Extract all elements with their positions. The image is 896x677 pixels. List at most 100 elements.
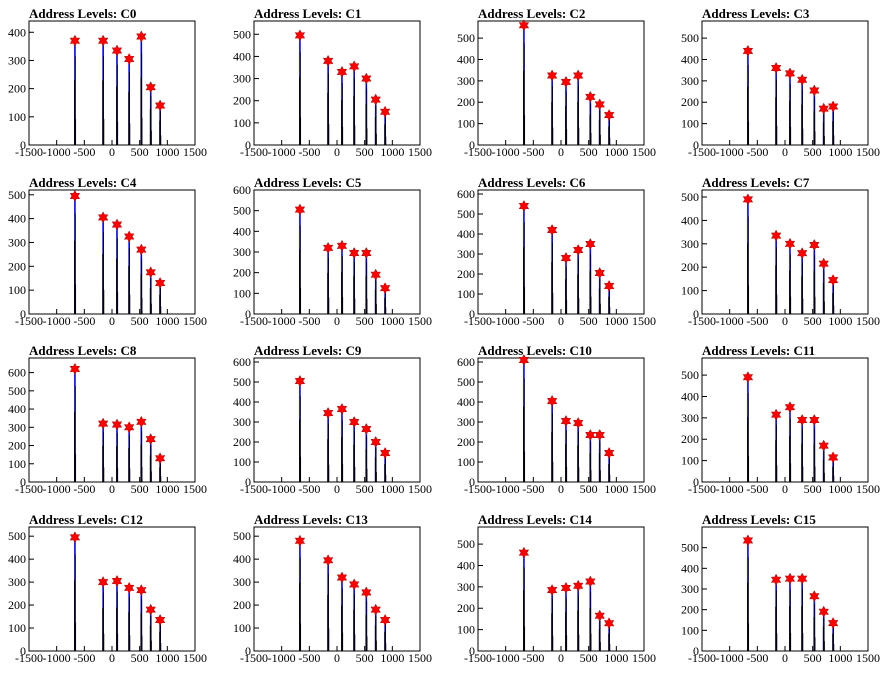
x-tick-label: 0 — [334, 651, 340, 665]
x-tick-label: -500 — [73, 482, 95, 496]
chart-title: Address Levels: C8 — [29, 343, 137, 358]
chart-panel-3: Address Levels: C30100200300400500-1500-… — [681, 6, 880, 159]
peak-marker — [145, 433, 156, 446]
x-tick-label: 1000 — [155, 651, 179, 665]
y-tick-label: 0 — [245, 475, 251, 489]
y-tick-label: 400 — [233, 49, 251, 63]
chart-title: Address Levels: C14 — [478, 512, 592, 527]
peak-marker — [136, 243, 147, 256]
x-tick-label: -500 — [73, 314, 95, 328]
peak-marker — [546, 69, 558, 82]
x-tick-label: -1000 — [43, 482, 71, 496]
y-tick-label: 500 — [8, 188, 26, 202]
x-tick-label: 1500 — [632, 314, 656, 328]
peak-marker — [123, 421, 135, 434]
x-tick-label: 0 — [558, 651, 564, 665]
y-tick-label: 200 — [681, 95, 699, 109]
x-tick-label: 500 — [131, 145, 149, 159]
peak-marker — [603, 446, 615, 460]
peak-marker — [322, 554, 334, 567]
chart-title: Address Levels: C9 — [254, 343, 362, 358]
chart-panel-9: Address Levels: C9 0 100 200 300 400 500 600 -15… — [233, 343, 432, 496]
peak-marker — [742, 371, 754, 384]
x-tick-label: -1500 — [15, 314, 43, 328]
chart-title: Address Levels: C13 — [254, 512, 368, 527]
y-tick-label: 100 — [457, 117, 475, 131]
x-tick-label: 1000 — [604, 314, 628, 328]
x-tick-label: 1000 — [828, 145, 852, 159]
x-tick-label: -1500 — [688, 314, 716, 328]
x-tick-label: -1500 — [464, 482, 492, 496]
y-tick-label: 200 — [457, 95, 475, 109]
x-tick-label: 500 — [804, 314, 822, 328]
y-tick-label: 100 — [457, 623, 475, 637]
x-tick-label: 0 — [558, 314, 564, 328]
y-tick-label: 400 — [681, 389, 699, 403]
x-tick-label: 1500 — [856, 145, 880, 159]
y-tick-label: 500 — [681, 541, 699, 555]
peak-marker — [322, 406, 334, 420]
peak-marker — [294, 374, 306, 388]
peak-marker — [603, 109, 615, 122]
peak-marker — [594, 98, 605, 111]
peak-marker — [585, 428, 596, 442]
y-tick-label: 200 — [681, 260, 699, 274]
y-tick-label: 400 — [8, 552, 26, 566]
peak-marker — [379, 446, 391, 460]
x-tick-label: -1000 — [43, 314, 71, 328]
x-tick-label: 0 — [109, 482, 115, 496]
peak-marker — [603, 617, 615, 630]
x-tick-label: 1000 — [828, 651, 852, 665]
peak-marker — [97, 34, 109, 47]
x-tick-label: -1500 — [15, 651, 43, 665]
x-tick-label: 1000 — [604, 145, 628, 159]
plot-frame — [253, 189, 421, 315]
peak-marker — [336, 571, 348, 584]
peak-marker — [370, 603, 381, 616]
peak-marker — [809, 84, 820, 97]
peak-marker — [123, 52, 135, 66]
x-tick-label: -1000 — [268, 651, 296, 665]
x-tick-label: 500 — [356, 314, 374, 328]
y-tick-label: 0 — [469, 138, 475, 152]
x-tick-label: -500 — [298, 482, 320, 496]
y-tick-label: 200 — [457, 435, 475, 449]
x-tick-label: 1000 — [155, 145, 179, 159]
y-tick-label: 100 — [8, 283, 26, 297]
peak-marker — [560, 251, 572, 265]
y-tick-label: 300 — [233, 72, 251, 86]
y-tick-label: 500 — [233, 204, 251, 218]
y-tick-label: 300 — [681, 411, 699, 425]
peak-marker — [742, 534, 754, 547]
chart-panel-0: Address Levels: C0 0 100 200 300 400 -1500 -100… — [8, 6, 207, 159]
x-tick-label: -1500 — [688, 651, 716, 665]
peak-marker — [809, 238, 820, 252]
y-tick-label: 200 — [8, 598, 26, 612]
peak-marker — [136, 30, 147, 43]
peak-marker — [111, 418, 123, 431]
peak-marker — [827, 617, 839, 630]
y-tick-label: 200 — [8, 259, 26, 273]
y-tick-label: 0 — [20, 644, 26, 658]
chart-title: Address Levels: C1 — [254, 6, 361, 21]
x-tick-label: -1500 — [240, 145, 268, 159]
y-tick-label: 100 — [233, 116, 251, 130]
peak-marker — [796, 247, 808, 260]
y-tick-label: 300 — [233, 415, 251, 429]
y-tick-label: 500 — [457, 207, 475, 221]
y-tick-label: 500 — [233, 375, 251, 389]
plot-frame — [701, 20, 869, 146]
y-tick-label: 300 — [681, 582, 699, 596]
plot-frame — [28, 357, 196, 483]
peak-marker — [370, 93, 381, 106]
x-tick-label: 0 — [334, 314, 340, 328]
x-tick-label: -1000 — [43, 145, 71, 159]
plot-frame — [28, 20, 196, 146]
y-tick-label: 300 — [8, 53, 26, 67]
y-tick-label: 500 — [8, 529, 26, 543]
x-tick-label: 500 — [356, 651, 374, 665]
x-tick-label: 500 — [356, 145, 374, 159]
x-tick-label: -1500 — [15, 482, 43, 496]
peak-marker — [336, 239, 348, 252]
